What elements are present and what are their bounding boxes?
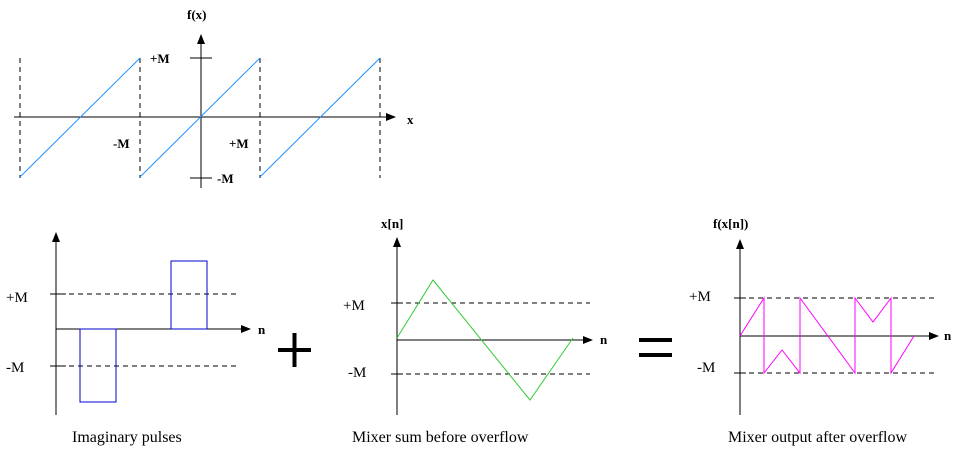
- sum-plot: x[n] n +M -M Mixer sum before overflow: [343, 216, 608, 446]
- top-sawtooth: [19, 57, 381, 178]
- top-plot: f(x) x +M -M -M +M: [14, 7, 414, 188]
- output-plus-m-label: +M: [689, 289, 711, 305]
- sum-waveform: [396, 279, 574, 401]
- top-minus-m-label: -M: [217, 171, 234, 186]
- sum-x-axis-label: n: [600, 332, 608, 347]
- output-plot: f(x[n]) n +M -M Mixer output after overf…: [689, 216, 952, 446]
- output-minus-m-label: -M: [697, 360, 715, 376]
- plus-operator: +: [278, 333, 311, 367]
- pulses-minus-m-label: -M: [6, 360, 24, 376]
- pulses-x-axis-label: n: [258, 322, 266, 337]
- pulses-caption: Imaginary pulses: [72, 429, 182, 446]
- output-caption: Mixer output after overflow: [728, 429, 908, 446]
- output-y-axis-label: f(x[n]): [713, 216, 748, 231]
- sum-minus-m-label: -M: [348, 365, 366, 381]
- output-x-axis-label: n: [944, 328, 952, 343]
- top-x-minus-m-label: -M: [113, 136, 130, 151]
- sum-y-axis-label: x[n]: [381, 216, 403, 231]
- pulses-plot: n +M -M Imaginary pulses: [6, 232, 266, 446]
- top-x-plus-m-label: +M: [229, 136, 249, 151]
- pulses-plus-m-label: +M: [6, 290, 28, 306]
- negative-pulse: [79, 328, 117, 403]
- top-y-axis-label: f(x): [187, 7, 207, 22]
- top-x-axis-label: x: [407, 112, 414, 127]
- equals-operator: =: [639, 338, 672, 357]
- positive-pulse: [170, 260, 208, 330]
- output-waveform: [739, 296, 915, 375]
- sum-plus-m-label: +M: [343, 298, 365, 314]
- sum-caption: Mixer sum before overflow: [352, 429, 529, 446]
- top-plus-m-label: +M: [150, 51, 170, 66]
